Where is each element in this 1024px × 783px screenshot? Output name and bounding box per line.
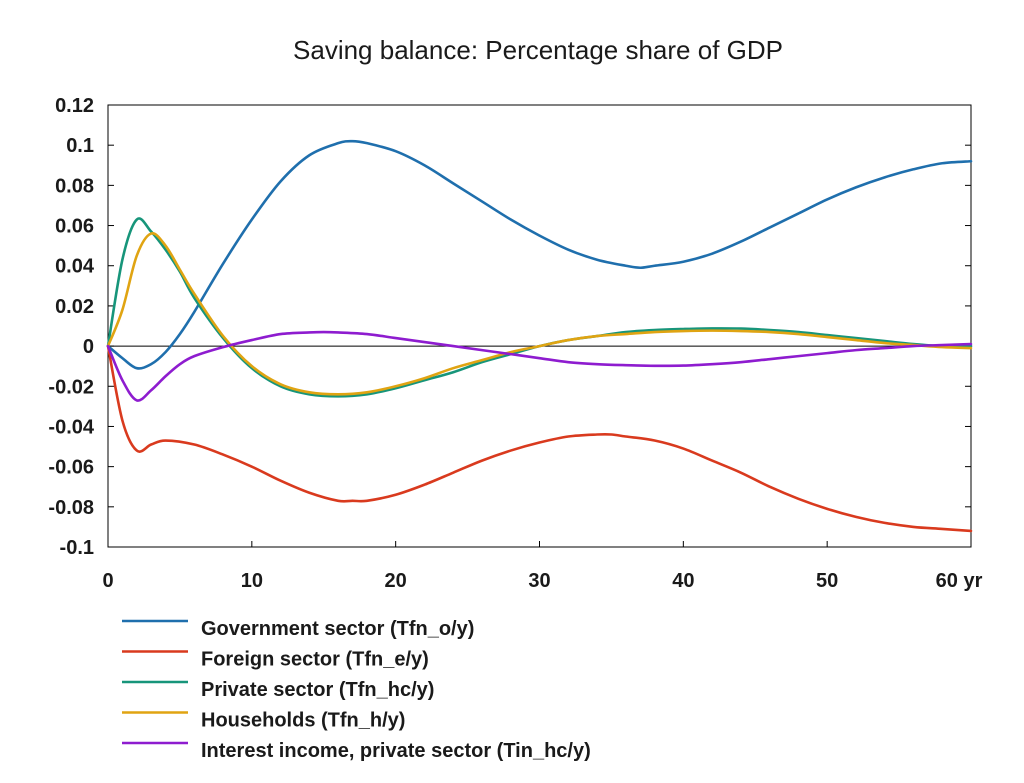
y-tick-label: 0.04	[55, 256, 95, 278]
x-tick-label: 10	[241, 570, 263, 592]
y-tick-label: -0.1	[60, 537, 94, 559]
series-line-households	[106, 232, 973, 396]
legend-item-interest-income-private-sector: Interest income, private sector (Tin_hc/…	[122, 740, 591, 762]
legend-item-foreign-sector: Foreign sector (Tfn_e/y)	[122, 649, 429, 671]
y-tick-label: 0.06	[55, 216, 94, 238]
y-tick-label: -0.04	[48, 416, 94, 438]
x-tick-label: 40	[672, 570, 694, 592]
x-tick-label: 0	[102, 570, 113, 592]
y-tick-label: 0.1	[66, 135, 94, 157]
x-tick-label: 30	[528, 570, 550, 592]
series-line-foreign-sector	[106, 344, 973, 533]
y-tick-label: -0.08	[48, 497, 94, 519]
x-tick-label: 50	[816, 570, 838, 592]
series-line-private-sector	[106, 217, 973, 398]
legend-label: Private sector (Tfn_hc/y)	[201, 679, 434, 701]
legend-item-government-sector: Government sector (Tfn_o/y)	[122, 618, 474, 640]
axes: 0.12 0.1 0.08 0.06 0.04 0.02 0 -0.02 -0.04 -0.06 -…	[48, 95, 982, 592]
legend-label: Interest income, private sector (Tin_hc/…	[201, 740, 591, 762]
y-tick-label: 0	[83, 336, 94, 358]
legend-label: Government sector (Tfn_o/y)	[201, 618, 474, 640]
chart-title: Saving balance: Percentage share of GDP	[293, 35, 783, 65]
y-tick-label: 0.12	[55, 95, 94, 117]
y-tick-label: -0.06	[48, 457, 94, 479]
y-tick-label: -0.02	[48, 376, 94, 398]
legend-item-private-sector: Private sector (Tfn_hc/y)	[122, 679, 434, 701]
y-tick-label: 0.02	[55, 296, 94, 318]
legend-label: Households (Tfn_h/y)	[201, 710, 405, 732]
legend: Government sector (Tfn_o/y) Foreign secto…	[122, 618, 591, 762]
y-tick-label: 0.08	[55, 175, 94, 197]
x-tick-label: 60 yr	[936, 570, 983, 592]
legend-item-households: Households (Tfn_h/y)	[122, 710, 405, 732]
x-tick-label: 20	[385, 570, 407, 592]
plot-frame	[107, 104, 972, 548]
series-line-interest-income-private-sector	[106, 330, 973, 402]
legend-label: Foreign sector (Tfn_e/y)	[201, 649, 429, 671]
series-lines	[106, 139, 973, 533]
series-line-government-sector	[106, 139, 973, 370]
